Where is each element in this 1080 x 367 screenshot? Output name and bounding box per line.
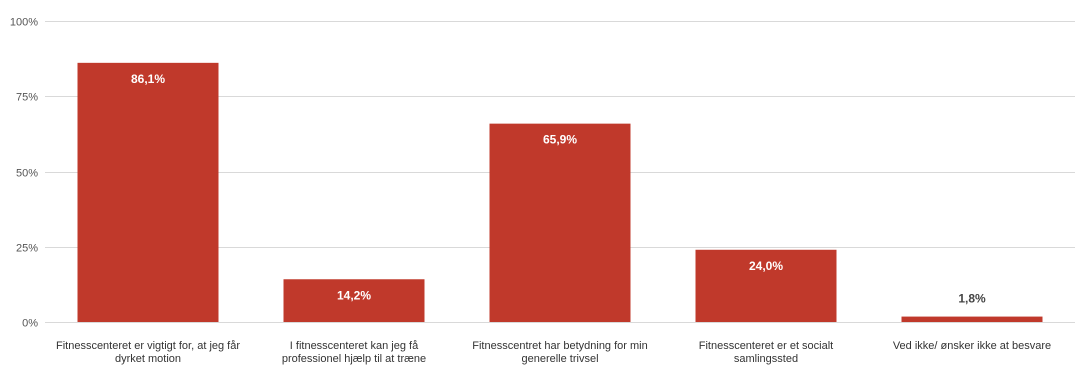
category-label: I fitnesscenteret kan jeg få <box>290 340 419 352</box>
category-label: generelle trivsel <box>521 353 598 365</box>
category-label: dyrket motion <box>115 353 181 365</box>
data-labels: 86,1% 14,2% 65,9% 24,0% 1,8% <box>131 72 986 306</box>
category-label: professionel hjælp til at træne <box>282 353 426 365</box>
category-label: Fitnesscenteret er vigtigt for, at jeg f… <box>56 340 240 352</box>
x-axis-categories: Fitnesscenteret er vigtigt for, at jeg f… <box>56 340 1051 365</box>
bar <box>695 249 837 322</box>
y-axis-ticks: 0% 25% 50% 75% 100% <box>10 17 38 330</box>
y-tick-label: 100% <box>10 17 38 29</box>
category-label: samlingssted <box>734 353 798 365</box>
y-tick-label: 25% <box>16 243 38 255</box>
data-label: 14,2% <box>337 288 371 302</box>
y-tick-label: 75% <box>16 92 38 104</box>
bars <box>77 62 1043 323</box>
category-label: Ved ikke/ ønsker ikke at besvare <box>893 340 1051 352</box>
bar <box>283 279 425 322</box>
category-label: Fitnesscenteret er et socialt <box>699 340 834 352</box>
data-label: 86,1% <box>131 72 165 86</box>
y-tick-label: 0% <box>22 318 38 330</box>
y-tick-label: 50% <box>16 168 38 180</box>
bar <box>489 123 631 323</box>
data-label: 24,0% <box>749 259 783 273</box>
bar <box>77 62 219 323</box>
data-label: 1,8% <box>958 292 986 306</box>
bar <box>901 316 1043 322</box>
category-label: Fitnesscentret har betydning for min <box>472 340 647 352</box>
data-label: 65,9% <box>543 133 577 147</box>
